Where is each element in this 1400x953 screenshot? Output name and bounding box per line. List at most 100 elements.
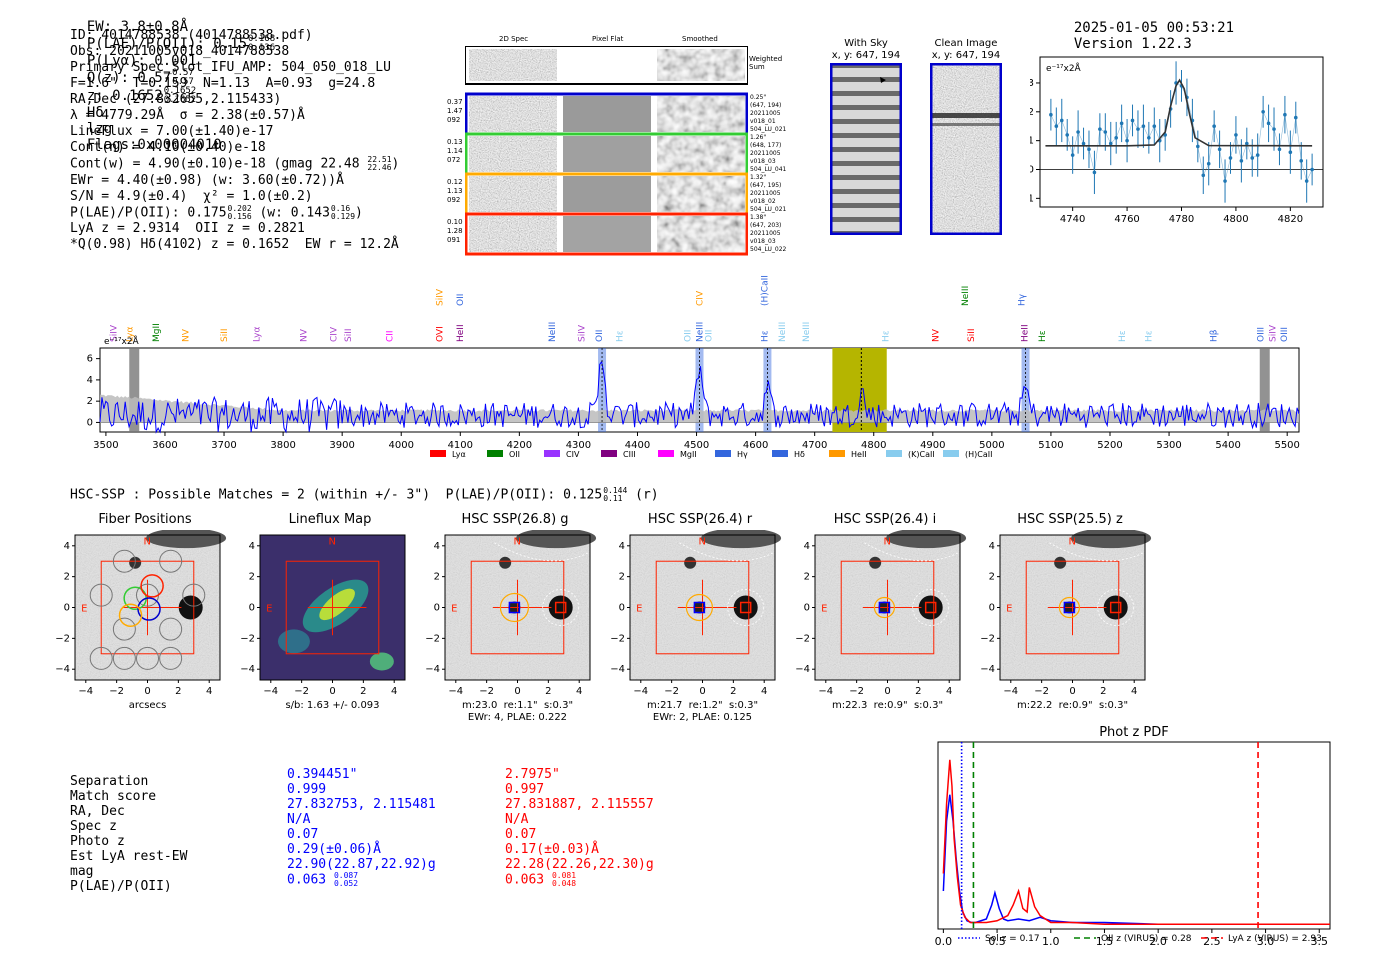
aperture-box — [1025, 560, 1120, 655]
info-plae-w-close: ) — [355, 205, 363, 220]
col-smoothed: Smoothed — [682, 35, 718, 43]
spectrum-line-label: Hε — [1144, 330, 1154, 342]
spectrum-line-label: CII — [385, 330, 395, 342]
spectrum-xtick-label: 5300 — [1156, 440, 1181, 451]
zoom-xtick-label: 4820 — [1278, 214, 1303, 225]
panel-caption-2: m:23.0 re:1.1" s:0.3" — [461, 700, 574, 711]
panel-ytick-label: −2 — [55, 633, 70, 644]
match-box-red — [1109, 601, 1122, 614]
info-lya-z: LyA z = 2.9314 OII z = 0.2821 — [70, 221, 305, 236]
spectrum-line-label: OII — [684, 330, 694, 342]
pdf-xtick-label: 0.5 — [988, 935, 1006, 947]
lineflux-peak — [319, 588, 355, 621]
zoom-data-point — [1070, 153, 1075, 157]
panel-ytick-label: −4 — [795, 664, 810, 675]
neighbor-source — [918, 595, 943, 620]
stamp-row-1 — [465, 92, 748, 136]
row4-left: 0.10 1.28 091 — [447, 218, 463, 244]
panel-ytick-label: 4 — [64, 541, 70, 552]
spectrum-line-label: NeIII — [802, 322, 812, 342]
panel-title-5: HSC SSP(25.5) z — [1017, 512, 1123, 527]
blue-lya-ew: 0.29(±0.06)Å — [287, 842, 381, 857]
label-spec-z: Spec z — [70, 819, 117, 834]
panel-xtick-label: 2 — [1100, 686, 1106, 697]
row4-right: 1.38" (647, 203) 20211005 v018_03 504_LU_022 — [750, 214, 787, 253]
aperture-box — [655, 560, 750, 655]
arc-ellipse — [494, 542, 591, 562]
panel-ytick-label: 2 — [804, 572, 810, 583]
zoom-data-point — [1288, 150, 1293, 154]
red-radec: 27.831887, 2.115557 — [505, 797, 654, 812]
header-z-hi: 0.1652 — [163, 86, 197, 96]
zoom-xtick-label: 4760 — [1114, 214, 1139, 225]
fiber-circle — [159, 549, 183, 573]
row1-left: 0.37 1.47 092 — [447, 98, 463, 124]
panel-xtick-label: −4 — [448, 686, 463, 697]
blue-mag: 22.90(22.87,22.92)g — [287, 857, 436, 872]
zoom-xtick-label: 4740 — [1060, 214, 1085, 225]
spectrum-xtick-label: 4400 — [625, 440, 650, 451]
zoom-data-point — [1119, 121, 1124, 126]
match-box-blue — [508, 601, 521, 614]
panel-ytick-label: 2 — [619, 572, 625, 583]
label-separation: Separation — [70, 774, 149, 789]
spectrum-legend-label: HeII — [851, 450, 867, 459]
star-source — [1054, 556, 1067, 569]
spectrum-xtick-label: 4300 — [566, 440, 591, 451]
spectrum-xtick-label: 4900 — [920, 440, 945, 451]
spectrum-legend-label: Hγ — [737, 450, 748, 459]
spectrum-line-label: HeII — [456, 324, 466, 342]
fiber-circle — [159, 617, 183, 641]
fiber-circle — [159, 646, 183, 670]
zoom-data-point — [1299, 159, 1304, 163]
header-version: Version 1.22.3 — [1073, 36, 1192, 52]
spectrum-line-label: SiII — [220, 328, 230, 342]
spectrum-line-label: HeII — [1020, 324, 1030, 342]
spectrum-line-label: SiIV — [577, 324, 587, 342]
stamp-row-3 — [465, 172, 748, 216]
spectrum-xtick-label: 5500 — [1274, 440, 1299, 451]
panel-xtick-label: 0 — [514, 686, 520, 697]
panel-xtick-label: −2 — [849, 686, 864, 697]
spectrum-legend-label: (K)CaII — [908, 450, 935, 459]
pdf-legend-label: Sol z = 0.17 — [985, 934, 1040, 944]
zoom-data-point — [1141, 124, 1146, 129]
panel-ytick-label: 4 — [804, 541, 810, 552]
spectrum-legend-label: Lyα — [452, 450, 466, 459]
zoom-fit-line — [1045, 78, 1313, 147]
panel-ytick-label: −4 — [55, 664, 70, 675]
panel-caption-1: s/b: 1.63 +/- 0.093 — [285, 700, 380, 711]
fiber-circle — [136, 646, 159, 670]
panel-xtick-label: 2 — [360, 686, 366, 697]
match-red: 2.7975" 0.997 27.831887, 2.115557 N/A 0.… — [505, 767, 654, 888]
spectrum-xtick-label: 5000 — [979, 440, 1004, 451]
spectrum-line-label: Hε — [760, 330, 770, 342]
neighbor-ellipse — [727, 589, 765, 626]
zoom-unit-label: e⁻¹⁷x2Å — [1046, 62, 1082, 74]
panel-ytick-label: 0 — [64, 603, 70, 614]
spectrum-line-label: Hε — [1118, 330, 1128, 342]
spectrum-line-label: OII — [595, 330, 605, 342]
panel-ytick-label: −4 — [980, 664, 995, 675]
info-ewr: EWr = 4.40(±0.98) (w: 3.60(±0.72))Å — [70, 172, 344, 188]
zoom-data-point — [1245, 141, 1249, 146]
pdf-title: Phot z PDF — [1099, 725, 1169, 740]
panel-xtick-label: 4 — [1131, 686, 1137, 697]
compass-e: E — [81, 604, 87, 615]
spectrum-xtick-label: 5400 — [1215, 440, 1240, 451]
zoom-ytick-label: 1 — [1030, 136, 1034, 147]
spectrum-legend-swatch — [829, 450, 845, 457]
red-lya-ew: 0.17(±0.03)Å — [505, 842, 599, 857]
panel-xtick-label: 4 — [206, 686, 212, 697]
lineflux-blob2 — [277, 629, 310, 654]
header-lzg: lzg — [86, 121, 113, 137]
zoom-data-point — [1212, 124, 1216, 129]
spectrum-line-label: NV — [182, 328, 192, 342]
row3-right: 1.32" (647, 195) 20211005 v018_02 504_LU_021 — [750, 174, 787, 213]
neighbor-source — [733, 595, 758, 620]
zoom-data-point — [1098, 127, 1102, 131]
panel-xtick-label: −4 — [263, 686, 278, 697]
col-2d-spec: 2D Spec — [499, 35, 529, 43]
info-radec: RA,Dec (27.832655,2.115433) — [70, 92, 282, 107]
compass-e: E — [636, 604, 642, 615]
